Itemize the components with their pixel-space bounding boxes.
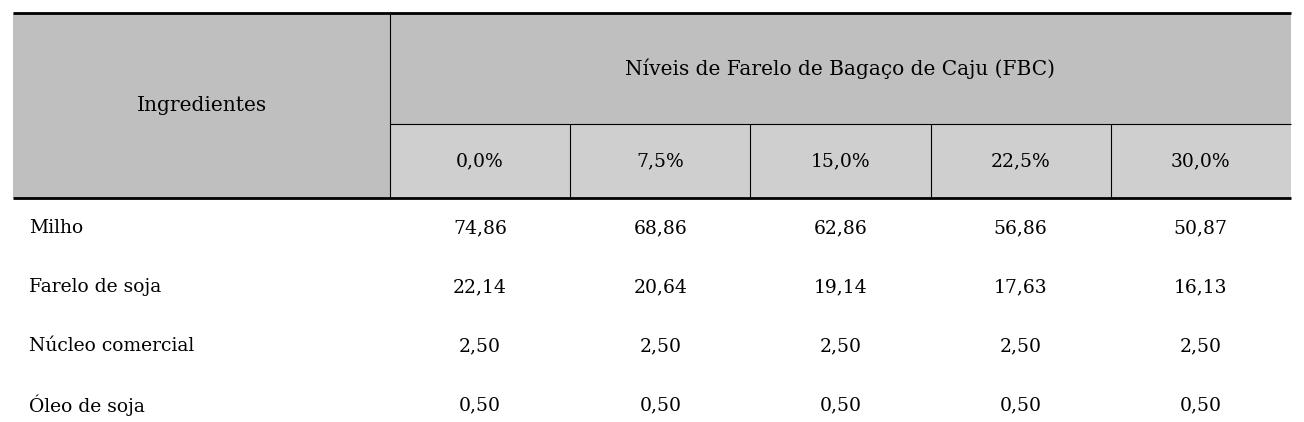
Text: 16,13: 16,13 <box>1174 278 1227 296</box>
Text: 50,87: 50,87 <box>1174 219 1228 237</box>
Bar <box>931 376 1111 422</box>
Text: 17,63: 17,63 <box>994 278 1047 296</box>
Text: 0,50: 0,50 <box>1180 396 1222 414</box>
Text: 62,86: 62,86 <box>814 219 867 237</box>
Bar <box>1111 257 1291 316</box>
Bar <box>570 124 750 198</box>
Text: 2,50: 2,50 <box>459 337 501 355</box>
Text: Farelo de soja: Farelo de soja <box>29 278 160 296</box>
Bar <box>750 198 931 257</box>
Bar <box>13 376 390 422</box>
Bar <box>13 257 390 316</box>
Text: 0,50: 0,50 <box>1000 396 1042 414</box>
Bar <box>390 198 570 257</box>
Bar <box>1111 198 1291 257</box>
Bar <box>570 376 750 422</box>
Text: 0,50: 0,50 <box>459 396 501 414</box>
Bar <box>931 257 1111 316</box>
Text: Núcleo comercial: Núcleo comercial <box>29 337 194 355</box>
Text: 15,0%: 15,0% <box>811 152 870 170</box>
Text: 2,50: 2,50 <box>1000 337 1042 355</box>
Bar <box>13 13 390 198</box>
Text: 0,50: 0,50 <box>819 396 862 414</box>
Bar <box>390 316 570 376</box>
Bar <box>390 257 570 316</box>
Bar <box>1111 376 1291 422</box>
Bar <box>570 257 750 316</box>
Bar <box>931 198 1111 257</box>
Text: 74,86: 74,86 <box>454 219 507 237</box>
Text: 7,5%: 7,5% <box>636 152 685 170</box>
Text: 2,50: 2,50 <box>639 337 681 355</box>
Bar <box>13 198 390 257</box>
Bar <box>1111 316 1291 376</box>
Text: 56,86: 56,86 <box>994 219 1047 237</box>
Bar <box>13 316 390 376</box>
Text: 0,50: 0,50 <box>639 396 681 414</box>
Bar <box>750 316 931 376</box>
Text: 2,50: 2,50 <box>819 337 862 355</box>
Bar <box>931 124 1111 198</box>
Bar <box>390 13 1291 124</box>
Bar <box>570 198 750 257</box>
Text: Níveis de Farelo de Bagaço de Caju (FBC): Níveis de Farelo de Bagaço de Caju (FBC) <box>626 58 1055 79</box>
Text: Milho: Milho <box>29 219 83 237</box>
Text: 20,64: 20,64 <box>634 278 687 296</box>
Bar <box>570 316 750 376</box>
Bar <box>1111 124 1291 198</box>
Bar <box>750 124 931 198</box>
Text: Óleo de soja: Óleo de soja <box>29 395 145 416</box>
Text: 0,0%: 0,0% <box>456 152 503 170</box>
Text: 2,50: 2,50 <box>1180 337 1222 355</box>
Bar <box>390 124 570 198</box>
Bar <box>750 257 931 316</box>
Text: 22,5%: 22,5% <box>991 152 1051 170</box>
Bar <box>931 316 1111 376</box>
Bar <box>750 376 931 422</box>
Text: 30,0%: 30,0% <box>1171 152 1231 170</box>
Text: 19,14: 19,14 <box>814 278 867 296</box>
Text: 68,86: 68,86 <box>634 219 687 237</box>
Text: Ingredientes: Ingredientes <box>137 96 266 115</box>
Text: 22,14: 22,14 <box>454 278 507 296</box>
Bar <box>390 376 570 422</box>
